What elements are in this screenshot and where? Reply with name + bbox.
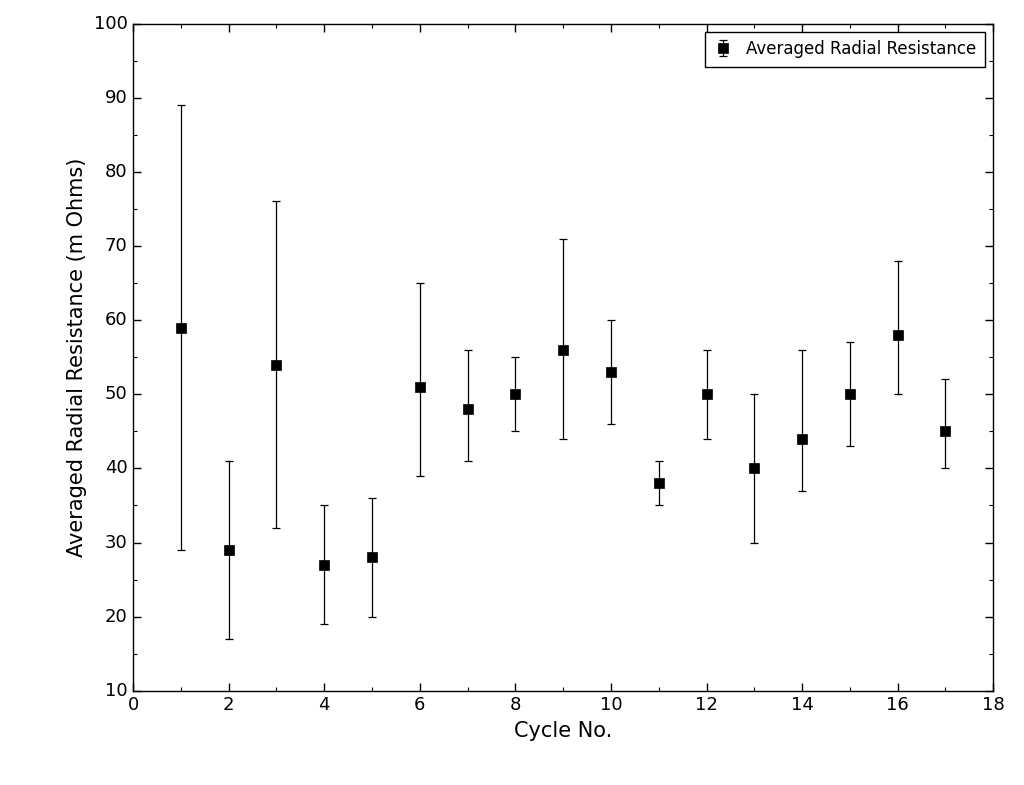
Legend: Averaged Radial Resistance: Averaged Radial Resistance xyxy=(705,32,985,67)
X-axis label: Cycle No.: Cycle No. xyxy=(514,721,612,741)
Y-axis label: Averaged Radial Resistance (m Ohms): Averaged Radial Resistance (m Ohms) xyxy=(67,158,87,557)
